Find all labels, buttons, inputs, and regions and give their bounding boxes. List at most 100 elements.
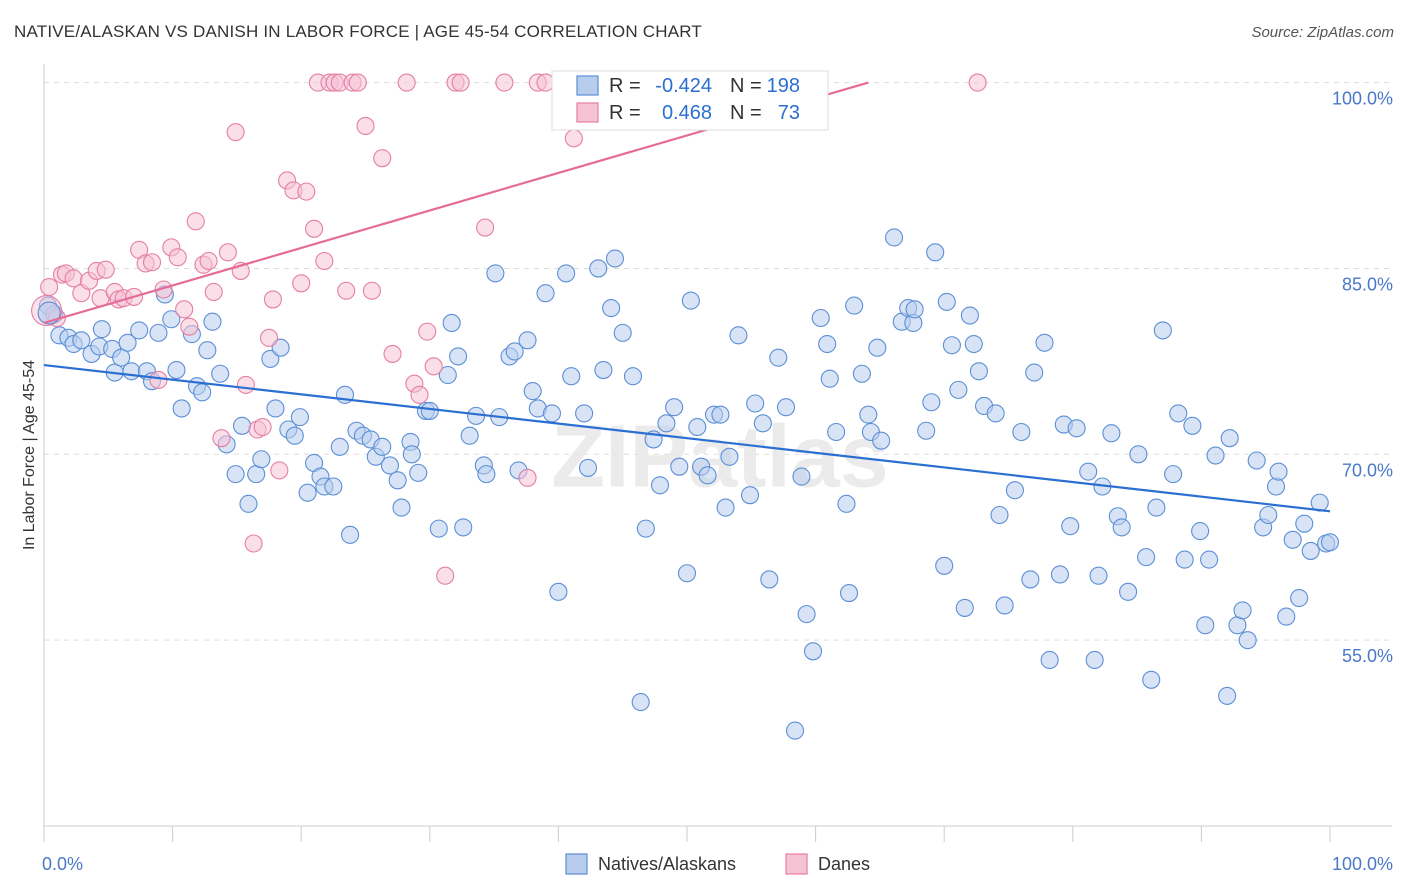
native-point [409,463,428,482]
native-point [818,334,837,354]
native-point [990,505,1009,525]
native-point [803,642,823,661]
native-point [239,494,258,513]
native-point [1050,565,1069,584]
native-point [665,398,684,417]
native-point [594,360,613,380]
native-point [92,320,111,339]
native-point [677,564,697,583]
native-point [285,426,304,445]
native-point [1169,404,1188,423]
native-point [1085,650,1104,670]
native-point [557,264,576,283]
native-point [792,467,811,486]
native-point [1283,530,1302,549]
dane-point [253,417,272,437]
native-point [1183,416,1202,435]
native-point [1102,424,1121,443]
native-point [523,382,542,401]
native-point [203,312,222,331]
native-point [949,380,968,399]
native-point [964,334,983,354]
native-point [549,582,568,601]
native-point [1025,363,1044,382]
native-point [1153,321,1172,340]
native-point [711,405,730,424]
native-point [420,401,439,420]
native-point [1320,533,1340,552]
native-point [505,342,524,361]
native-point [605,249,625,268]
native-point [438,365,457,385]
dane-point [180,317,199,336]
native-point [1233,601,1252,620]
dane-point [168,248,187,267]
native-point [753,414,772,433]
dane-point [175,300,194,319]
native-point [589,259,608,278]
dane-point [337,281,356,300]
native-point [868,338,887,357]
x-tick-label: 100.0% [1332,854,1393,874]
dane-point [199,251,218,271]
y-axis-label: In Labor Force | Age 45-54 [21,360,38,550]
dane-point [564,129,583,148]
native-point [1295,514,1314,533]
native-point [935,556,954,575]
dane-point [436,566,455,585]
dane-point [149,370,168,390]
y-tick-label: 70.0% [1342,460,1393,480]
native-point [811,308,830,328]
dane-point [263,290,282,309]
native-point [198,341,217,360]
native-point [688,417,707,437]
native-point [716,498,735,517]
native-point [670,457,689,476]
native-point [942,336,961,355]
native-point [1079,462,1098,481]
tick-labels: 100.0% 85.0% 70.0% 55.0% 0.0% 100.0% [42,89,1393,874]
native-point [613,323,632,342]
native-point [373,437,392,456]
native-point [1147,498,1166,517]
stats-legend: R = -0.424 N = 198 R = 0.468 N = 73 [551,70,829,131]
native-point [290,408,309,427]
native-point [402,445,421,464]
legend-n-value-danes: 73 [778,102,800,124]
native-point [429,519,448,538]
native-point [271,338,290,357]
native-point [1206,446,1225,465]
native-cluster-point [37,301,61,325]
dane-point [476,218,495,237]
dane-point [270,461,289,480]
legend-r-label-danes: R = [609,102,641,124]
native-point [820,369,839,388]
native-point [562,367,581,386]
native-point [1021,570,1040,589]
legend-r-value-natives: -0.424 [655,75,712,97]
native-point [926,243,945,262]
native-point [623,367,643,386]
native-point [1035,333,1054,352]
native-point [1012,422,1031,442]
native-point [986,404,1005,423]
native-point [72,331,91,350]
native-point [575,404,594,423]
natives-trend-line [43,363,1331,513]
native-point [1175,550,1194,569]
native-point [298,483,317,502]
native-point [760,570,779,589]
native-point [905,300,924,319]
dane-point [142,253,162,272]
y-tick-label: 85.0% [1342,274,1393,294]
native-point [130,321,149,340]
dane-point [96,260,115,279]
native-point [1266,477,1286,496]
native-point [602,299,621,318]
dane-point [418,322,437,341]
native-point [261,349,280,368]
points [31,73,1340,740]
native-point [776,398,796,417]
dane-point [218,243,237,262]
